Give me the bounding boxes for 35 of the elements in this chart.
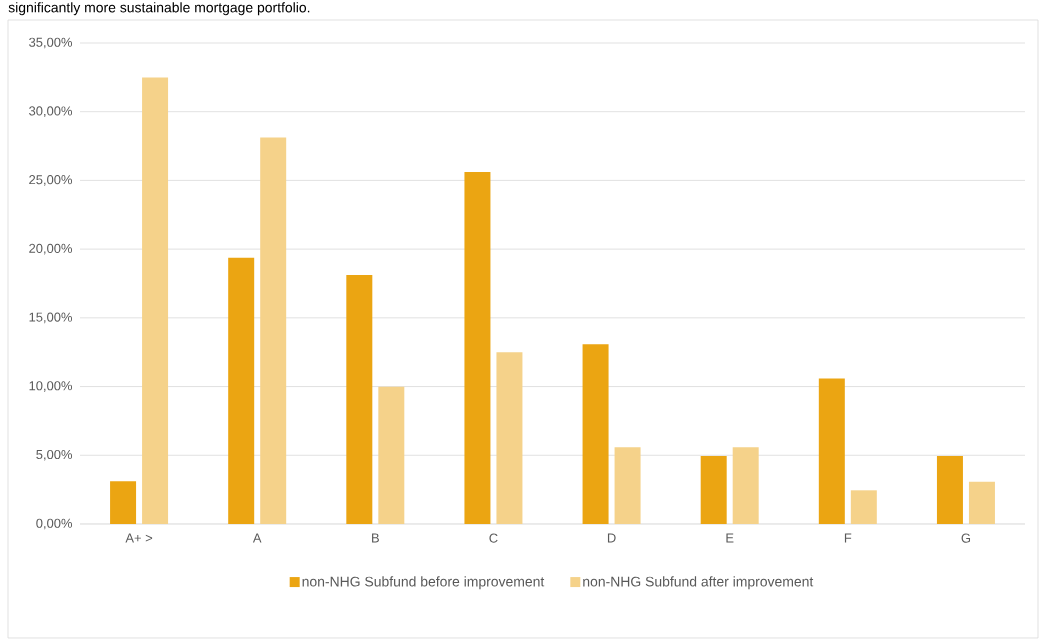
legend-label: non-NHG Subfund after improvement (583, 576, 814, 590)
bar (968, 481, 995, 524)
x-tick-label: A+ > (125, 533, 153, 543)
x-tick-label: E (726, 533, 734, 543)
y-tick-label: 25,00% (29, 175, 73, 186)
x-tick-label: B (372, 533, 379, 543)
bar (464, 171, 491, 524)
y-tick-label: 0,00% (36, 518, 73, 530)
y-tick-label: 30,00% (29, 106, 73, 118)
bar (732, 447, 759, 524)
bar (496, 352, 523, 524)
bar (818, 378, 845, 524)
x-tick-label: C (489, 533, 498, 543)
y-tick-label: 20,00% (29, 243, 73, 255)
bar (936, 455, 963, 524)
bar (110, 481, 137, 524)
legend-label: non-NHG Subfund before improvement (302, 576, 545, 590)
x-tick-label: F (844, 533, 852, 543)
y-tick-label: 10,00% (29, 381, 73, 392)
bar (228, 257, 255, 524)
bar (614, 447, 641, 524)
bar (142, 77, 169, 524)
bar (378, 386, 405, 524)
y-tick-label: 35,00% (29, 37, 73, 49)
bar (582, 344, 609, 524)
bar (260, 137, 287, 524)
x-tick-label: A (252, 533, 262, 543)
y-tick-label: 15,00% (29, 312, 73, 324)
bar (346, 274, 373, 524)
x-tick-label: G (961, 533, 971, 543)
bar (700, 455, 727, 524)
bar (850, 490, 877, 524)
x-tick-label: D (607, 533, 616, 543)
chart-title: significantly more sustainable mortgage portfolio. (8, 2, 310, 16)
y-tick-label: 5,00% (36, 449, 73, 461)
